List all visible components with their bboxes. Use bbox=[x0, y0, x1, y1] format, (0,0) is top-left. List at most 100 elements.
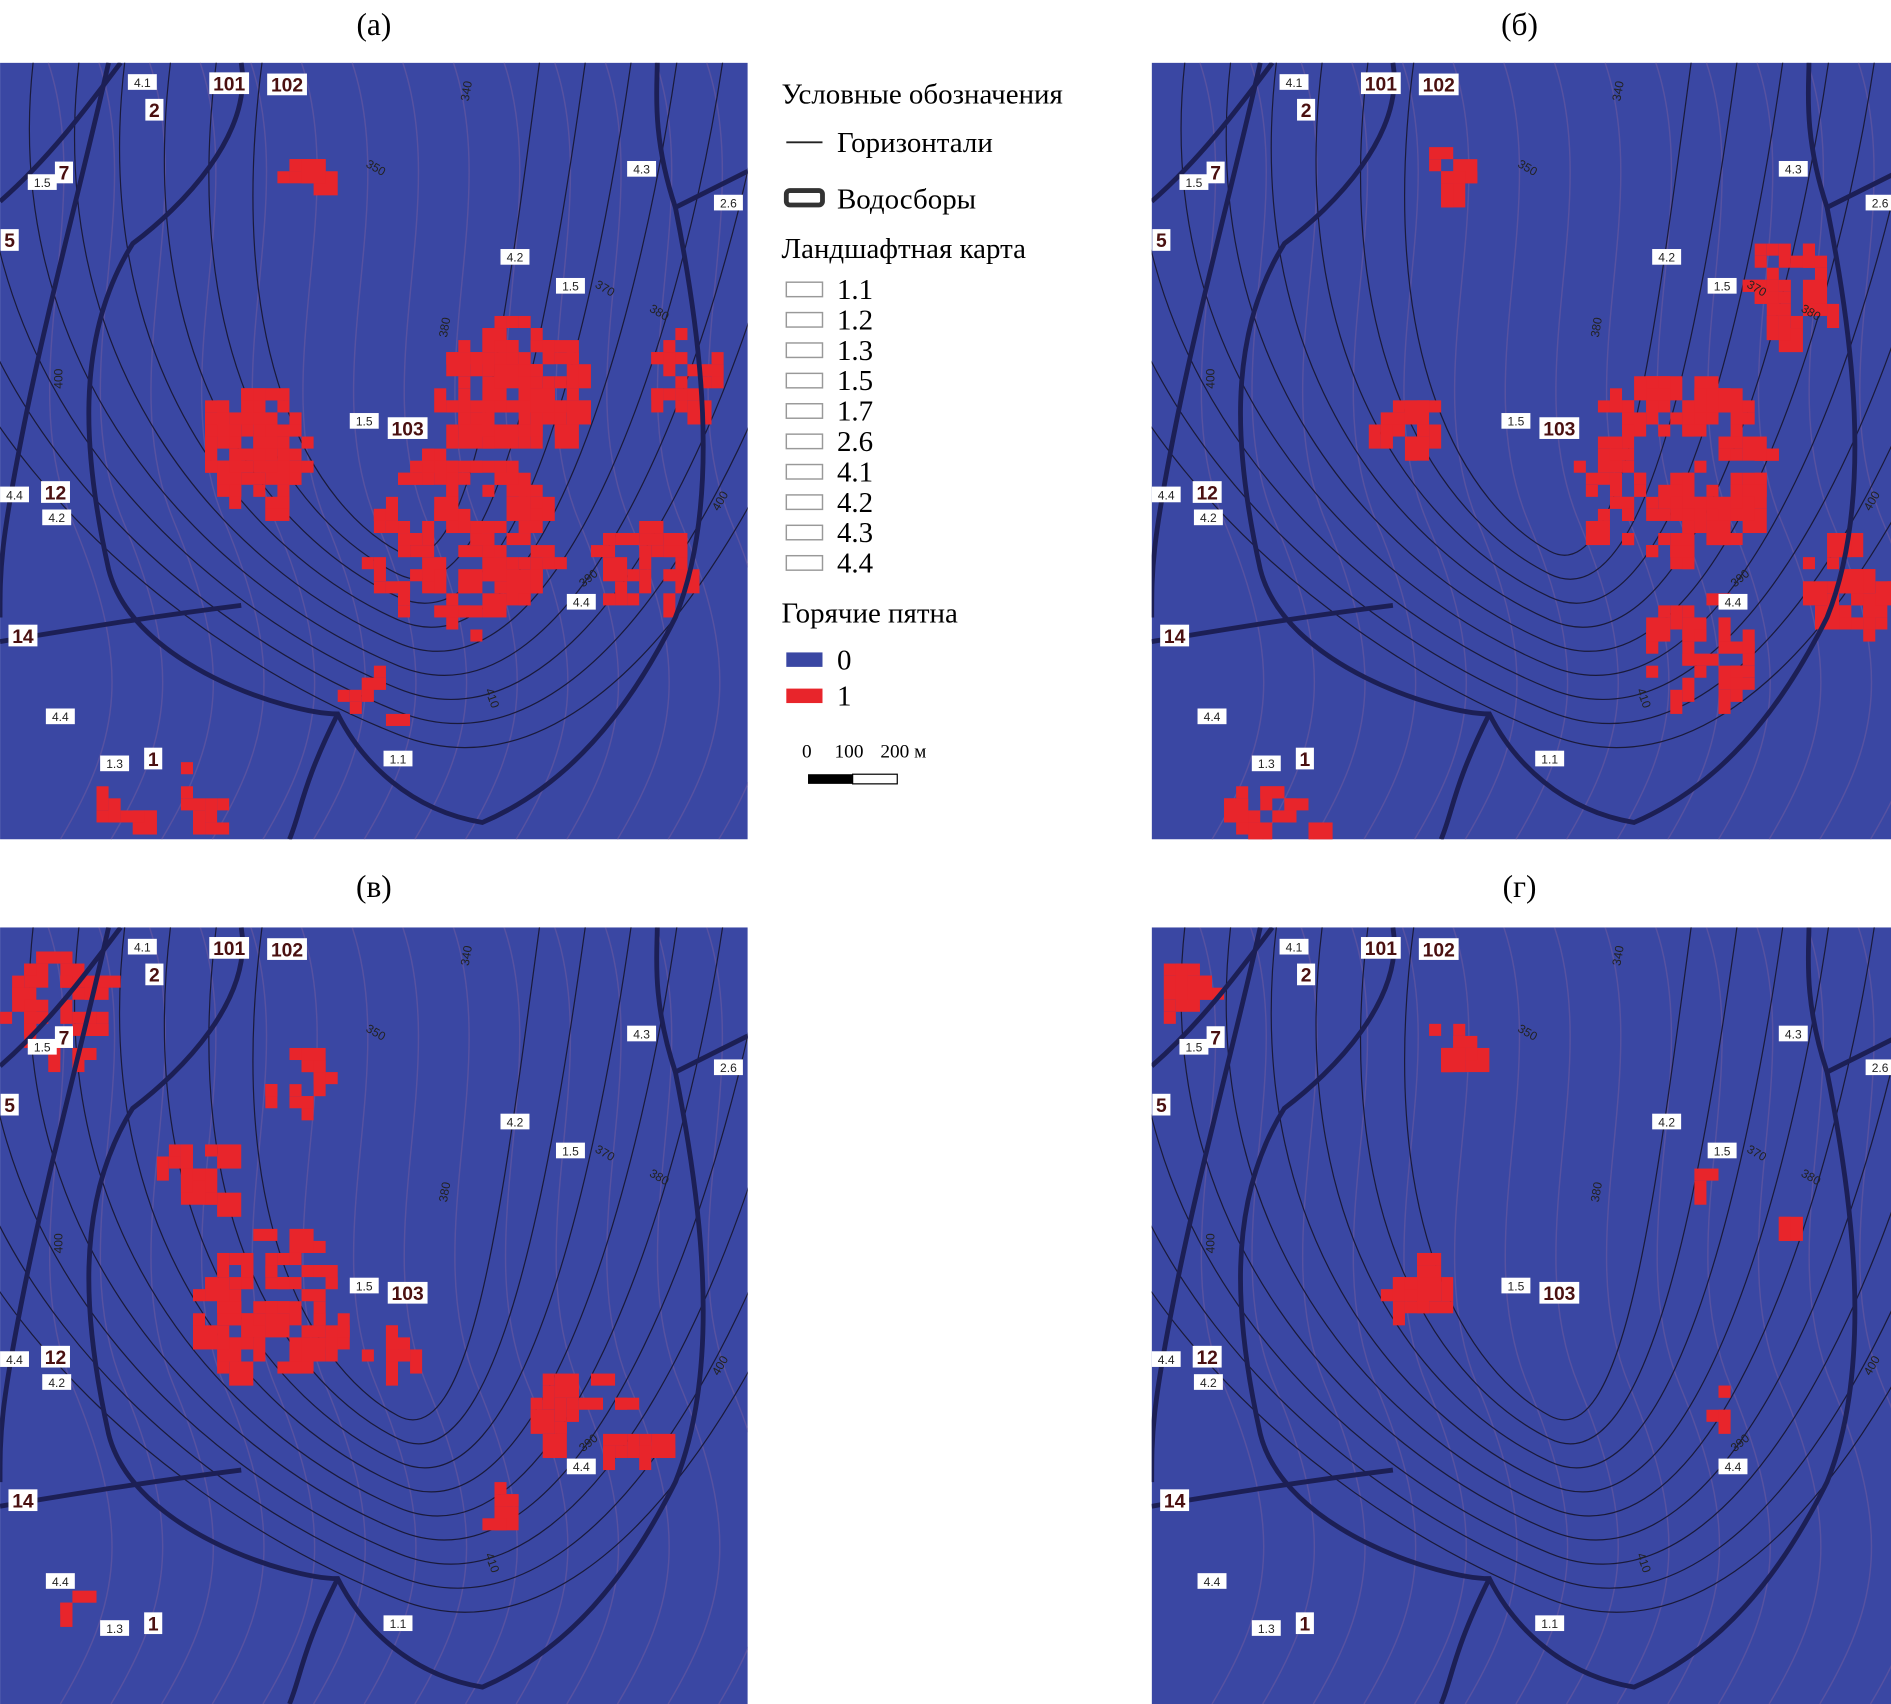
landscape-outline bbox=[1351, 927, 1417, 1704]
hotspot-cell bbox=[241, 472, 266, 485]
hotspot-cell bbox=[1766, 279, 1779, 292]
hotspot-cell bbox=[482, 593, 507, 618]
map-label-box bbox=[1418, 73, 1459, 96]
legend-landscape-label: 4.2 bbox=[837, 487, 873, 519]
hotspot-cell bbox=[494, 424, 519, 449]
hotspot-cell bbox=[1718, 436, 1743, 449]
hotspot-cell bbox=[289, 1047, 302, 1061]
hotspot-cell bbox=[1706, 484, 1719, 497]
catchment-boundary bbox=[0, 62, 111, 618]
hotspot-cell bbox=[446, 520, 459, 534]
hotspot-cell bbox=[301, 1325, 326, 1338]
hotspot-cell bbox=[1597, 436, 1623, 449]
scale-label: 0 bbox=[802, 741, 812, 762]
hotspot-cell bbox=[482, 352, 495, 377]
hotspot-cell bbox=[398, 520, 411, 534]
legend-landscape-label: 1.3 bbox=[837, 335, 873, 367]
hotspot-cell bbox=[265, 1084, 278, 1097]
hotspot-cell bbox=[1646, 412, 1659, 425]
map-label-box bbox=[555, 1142, 585, 1159]
landscape-outline bbox=[1857, 62, 1891, 840]
legend-hotspot-label: 1 bbox=[837, 680, 851, 712]
hotspot-cell bbox=[1682, 412, 1695, 425]
hotspot-cell bbox=[1730, 677, 1755, 690]
hotspot-cell bbox=[180, 1144, 193, 1157]
hotspot-cell bbox=[1682, 508, 1695, 521]
hotspot-cell bbox=[1778, 279, 1791, 292]
map-label-box bbox=[1297, 963, 1316, 986]
landscape-label: 1.5 bbox=[34, 176, 51, 190]
hotspot-cell bbox=[1392, 1277, 1405, 1302]
landscape-label: 1.5 bbox=[1508, 1279, 1525, 1293]
map-label-box bbox=[209, 72, 250, 95]
hotspot-cell bbox=[446, 424, 459, 449]
hotspot-cell bbox=[1694, 1168, 1719, 1181]
hotspot-cell bbox=[301, 159, 326, 184]
hotspot-cell bbox=[1609, 472, 1623, 497]
contour-line bbox=[0, 426, 748, 749]
hotspot-cell bbox=[422, 460, 435, 473]
hotspot-cell bbox=[398, 1337, 411, 1350]
scale-label: 200 м bbox=[880, 741, 926, 762]
map-label-box bbox=[42, 509, 72, 526]
legend-landscape-label: 2.6 bbox=[837, 426, 873, 458]
hotspot-cell bbox=[1429, 1301, 1454, 1314]
hotspot-cell bbox=[506, 400, 519, 413]
map-label-box bbox=[45, 708, 75, 725]
map-label-box bbox=[1295, 1612, 1314, 1635]
landscape-label: 2.6 bbox=[720, 1061, 737, 1075]
map-label-box bbox=[1251, 755, 1281, 772]
hotspot-cell bbox=[1646, 388, 1671, 401]
hotspot-cell bbox=[265, 1265, 278, 1278]
hotspot-cell bbox=[1682, 424, 1695, 437]
legend-landscape-box bbox=[785, 281, 824, 298]
hotspot-cell bbox=[603, 1433, 628, 1446]
hotspot-cell bbox=[554, 340, 579, 353]
landscape-label: 1.5 bbox=[356, 415, 373, 429]
map-label-box bbox=[627, 1025, 657, 1042]
map-label-box bbox=[1193, 509, 1223, 526]
landscape-label: 4.4 bbox=[6, 488, 23, 502]
hotspot-cell bbox=[554, 424, 579, 449]
landscape-label: 2.6 bbox=[1872, 1061, 1889, 1075]
hotspot-cell bbox=[1646, 376, 1659, 389]
hotspot-cell bbox=[1429, 1023, 1442, 1036]
hotspot-cell bbox=[1682, 557, 1695, 570]
landscape-label: 4.1 bbox=[1286, 940, 1303, 954]
hotspot-cell bbox=[205, 1168, 218, 1193]
map-label-box bbox=[1297, 98, 1316, 121]
hotspot-cell bbox=[627, 593, 640, 606]
hotspot-cell bbox=[1646, 545, 1659, 558]
hotspot-cell bbox=[192, 1289, 206, 1302]
hotspot-cell bbox=[518, 315, 531, 329]
hotspot-cell bbox=[1368, 424, 1381, 449]
contour-line bbox=[28, 62, 748, 676]
hotspot-cell bbox=[398, 545, 411, 558]
hotspot-cell bbox=[108, 798, 121, 823]
hotspot-cell bbox=[24, 1011, 49, 1024]
hotspot-cell bbox=[398, 581, 411, 606]
map-label-box bbox=[566, 593, 596, 610]
map-background bbox=[1151, 927, 1891, 1704]
hotspot-cell bbox=[1730, 484, 1743, 509]
hotspot-cell bbox=[1260, 786, 1273, 811]
hotspot-cell bbox=[458, 472, 471, 485]
hotspot-cell bbox=[530, 388, 555, 413]
landscape-label: 1.5 bbox=[562, 1144, 579, 1158]
contour-line bbox=[1315, 927, 1784, 1469]
map-label-box bbox=[267, 938, 307, 960]
hotspot-cell bbox=[1163, 1011, 1176, 1024]
landscape-outline bbox=[1553, 62, 1619, 840]
legend-landscape-box bbox=[785, 403, 824, 419]
hotspot-cell bbox=[36, 951, 61, 964]
hotspot-cell bbox=[1404, 436, 1430, 461]
hotspot-cell bbox=[651, 388, 664, 413]
hotspot-cell bbox=[205, 424, 218, 437]
legend-hotspots-title: Горячие пятна bbox=[781, 597, 957, 629]
hotspot-cell bbox=[639, 533, 664, 546]
hotspot-cell bbox=[1754, 472, 1767, 485]
hotspot-cell bbox=[1706, 1409, 1719, 1422]
hotspot-cell bbox=[72, 1590, 97, 1603]
landscape-outline bbox=[1503, 62, 1569, 840]
